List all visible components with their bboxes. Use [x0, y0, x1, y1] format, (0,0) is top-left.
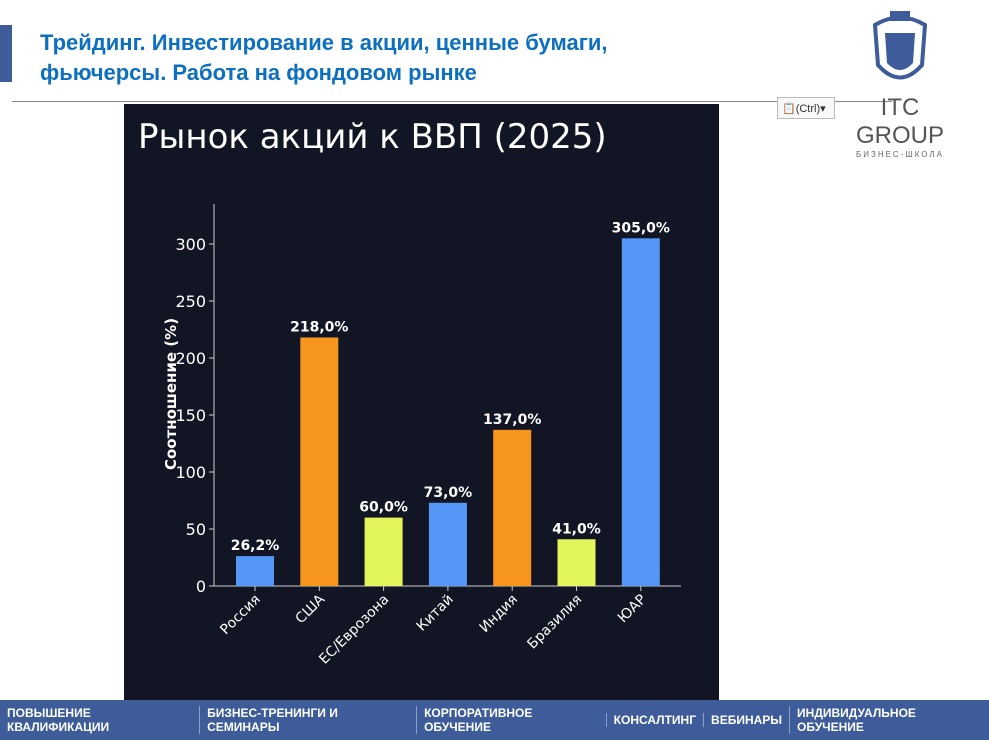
data-label: 60,0% [359, 500, 408, 516]
x-tick-label: Китай [414, 592, 457, 635]
y-tick-label: 100 [175, 463, 206, 482]
bar [621, 238, 660, 587]
x-tick-label: ЮАР [615, 592, 650, 627]
y-tick-label: 200 [175, 349, 206, 368]
y-tick-label: 250 [175, 292, 206, 311]
data-label: 41,0% [552, 521, 601, 537]
accent-bar [0, 25, 12, 82]
bar [364, 517, 403, 586]
bar [493, 429, 532, 586]
data-label: 26,2% [231, 538, 280, 554]
data-label: 218,0% [290, 319, 348, 335]
y-tick-label: 50 [186, 520, 206, 539]
paste-label: (Ctrl) [795, 103, 821, 115]
y-tick-label: 150 [175, 406, 206, 425]
bar [300, 337, 339, 586]
y-tick-label: 0 [196, 577, 206, 596]
logo-subtitle: БИЗНЕС-ШКОЛА [855, 150, 944, 159]
footer-link[interactable]: ИНДИВИДУАЛЬНОЕ ОБУЧЕНИЕ [789, 706, 989, 734]
page-title: Трейдинг. Инвестирование в акции, ценные… [40, 28, 608, 88]
chart: Рынок акций к ВВП (2025) 0 50 100 150 200 250 3… [124, 104, 719, 700]
x-tick-label: Бразилия [524, 592, 585, 653]
x-tick-label: Россия [217, 592, 264, 639]
title-line-2: фьючерсы. Работа на фондовом рынке [40, 60, 477, 85]
x-tick-label: Индия [477, 592, 521, 636]
paste-options-button[interactable]: 📋(Ctrl)▾ [777, 97, 835, 119]
crest-icon [872, 11, 928, 80]
chart-title: Рынок акций к ВВП (2025) [138, 117, 607, 157]
footer-link[interactable]: КОНСАЛТИНГ [605, 713, 703, 727]
chart-svg: Рынок акций к ВВП (2025) 0 50 100 150 200 250 3… [138, 117, 681, 668]
footer-link[interactable]: ВЕБИНАРЫ [703, 713, 789, 727]
logo: ITC GROUP БИЗНЕС-ШКОЛА [835, 5, 965, 159]
logo-name: ITC GROUP [855, 94, 944, 149]
footer-link[interactable]: БИЗНЕС-ТРЕНИНГИ И СЕМИНАРЫ [199, 706, 416, 734]
footer-link[interactable]: ПОВЫШЕНИЕ КВАЛИФИКАЦИИ [7, 706, 110, 734]
data-label: 137,0% [483, 412, 541, 428]
bar [557, 539, 596, 586]
y-axis-label: Соотношение (%) [162, 318, 180, 470]
y-tick-label: 300 [175, 235, 206, 254]
data-label: 73,0% [424, 485, 473, 501]
divider [12, 101, 892, 102]
x-tick-label: США [293, 591, 329, 627]
bar [428, 502, 467, 586]
footer-link[interactable]: КОРПОРАТИВНОЕ ОБУЧЕНИЕ [416, 706, 606, 734]
bar [236, 556, 274, 586]
data-label: 305,0% [612, 220, 670, 236]
footer-nav: ПОВЫШЕНИЕ КВАЛИФИКАЦИИ БИЗНЕС-ТРЕНИНГИ И … [0, 700, 989, 740]
title-line-1: Трейдинг. Инвестирование в акции, ценные… [40, 30, 608, 55]
